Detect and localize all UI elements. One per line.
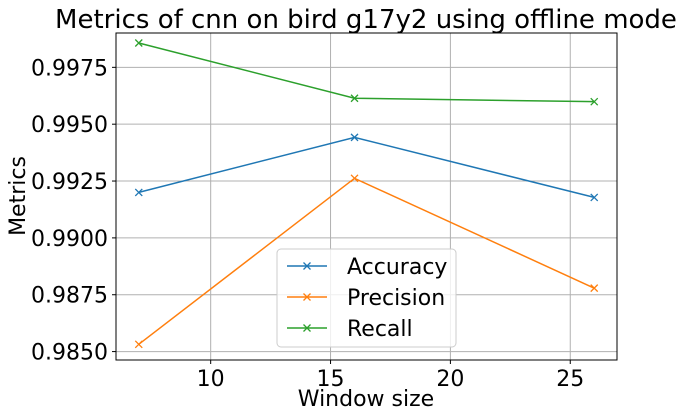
x-tick-label: 20 (436, 367, 464, 392)
x-tick-label: 25 (556, 367, 584, 392)
series-recall (134, 39, 599, 106)
data-point-precision (350, 174, 359, 183)
data-point-precision (590, 284, 599, 293)
y-axis-ticks: 0.9850 0.9875 0.9900 0.9925 0.9950 0.9975 (31, 56, 116, 366)
legend-marker-accuracy (303, 262, 311, 270)
legend-label-precision: Precision (347, 286, 445, 311)
chart-title: Metrics of cnn on bird g17y2 using offli… (55, 5, 677, 35)
legend-marker-recall (303, 324, 311, 332)
plot-frame (115, 32, 618, 361)
data-point-recall (134, 39, 143, 47)
data-point-accuracy (590, 193, 599, 202)
y-tick-label: 0.9850 (31, 341, 108, 366)
x-tick-label: 15 (317, 367, 345, 392)
legend-label-accuracy: Accuracy (347, 255, 447, 280)
data-point-accuracy (350, 133, 359, 142)
y-tick-label: 0.9925 (31, 170, 108, 195)
y-axis-label: Metrics (6, 156, 31, 236)
series-accuracy (134, 133, 599, 202)
data-point-accuracy (134, 188, 143, 197)
series-precision (134, 174, 599, 349)
x-axis-label: Window size (298, 387, 434, 412)
legend-label-recall: Recall (347, 317, 413, 342)
legend-box (276, 248, 457, 348)
data-point-recall (590, 97, 599, 106)
legend: Accuracy Precision Recall (276, 248, 457, 348)
y-tick-label: 0.9950 (31, 113, 108, 138)
y-tick-label: 0.9875 (31, 284, 108, 309)
data-point-recall (350, 94, 359, 103)
y-tick-label: 0.9900 (31, 227, 108, 252)
x-axis-ticks: 10 15 20 25 (197, 360, 584, 392)
data-point-precision (134, 340, 143, 349)
series-layer (134, 39, 599, 349)
x-tick-label: 10 (197, 367, 225, 392)
legend-marker-precision (303, 293, 311, 301)
y-tick-label: 0.9975 (31, 56, 108, 81)
